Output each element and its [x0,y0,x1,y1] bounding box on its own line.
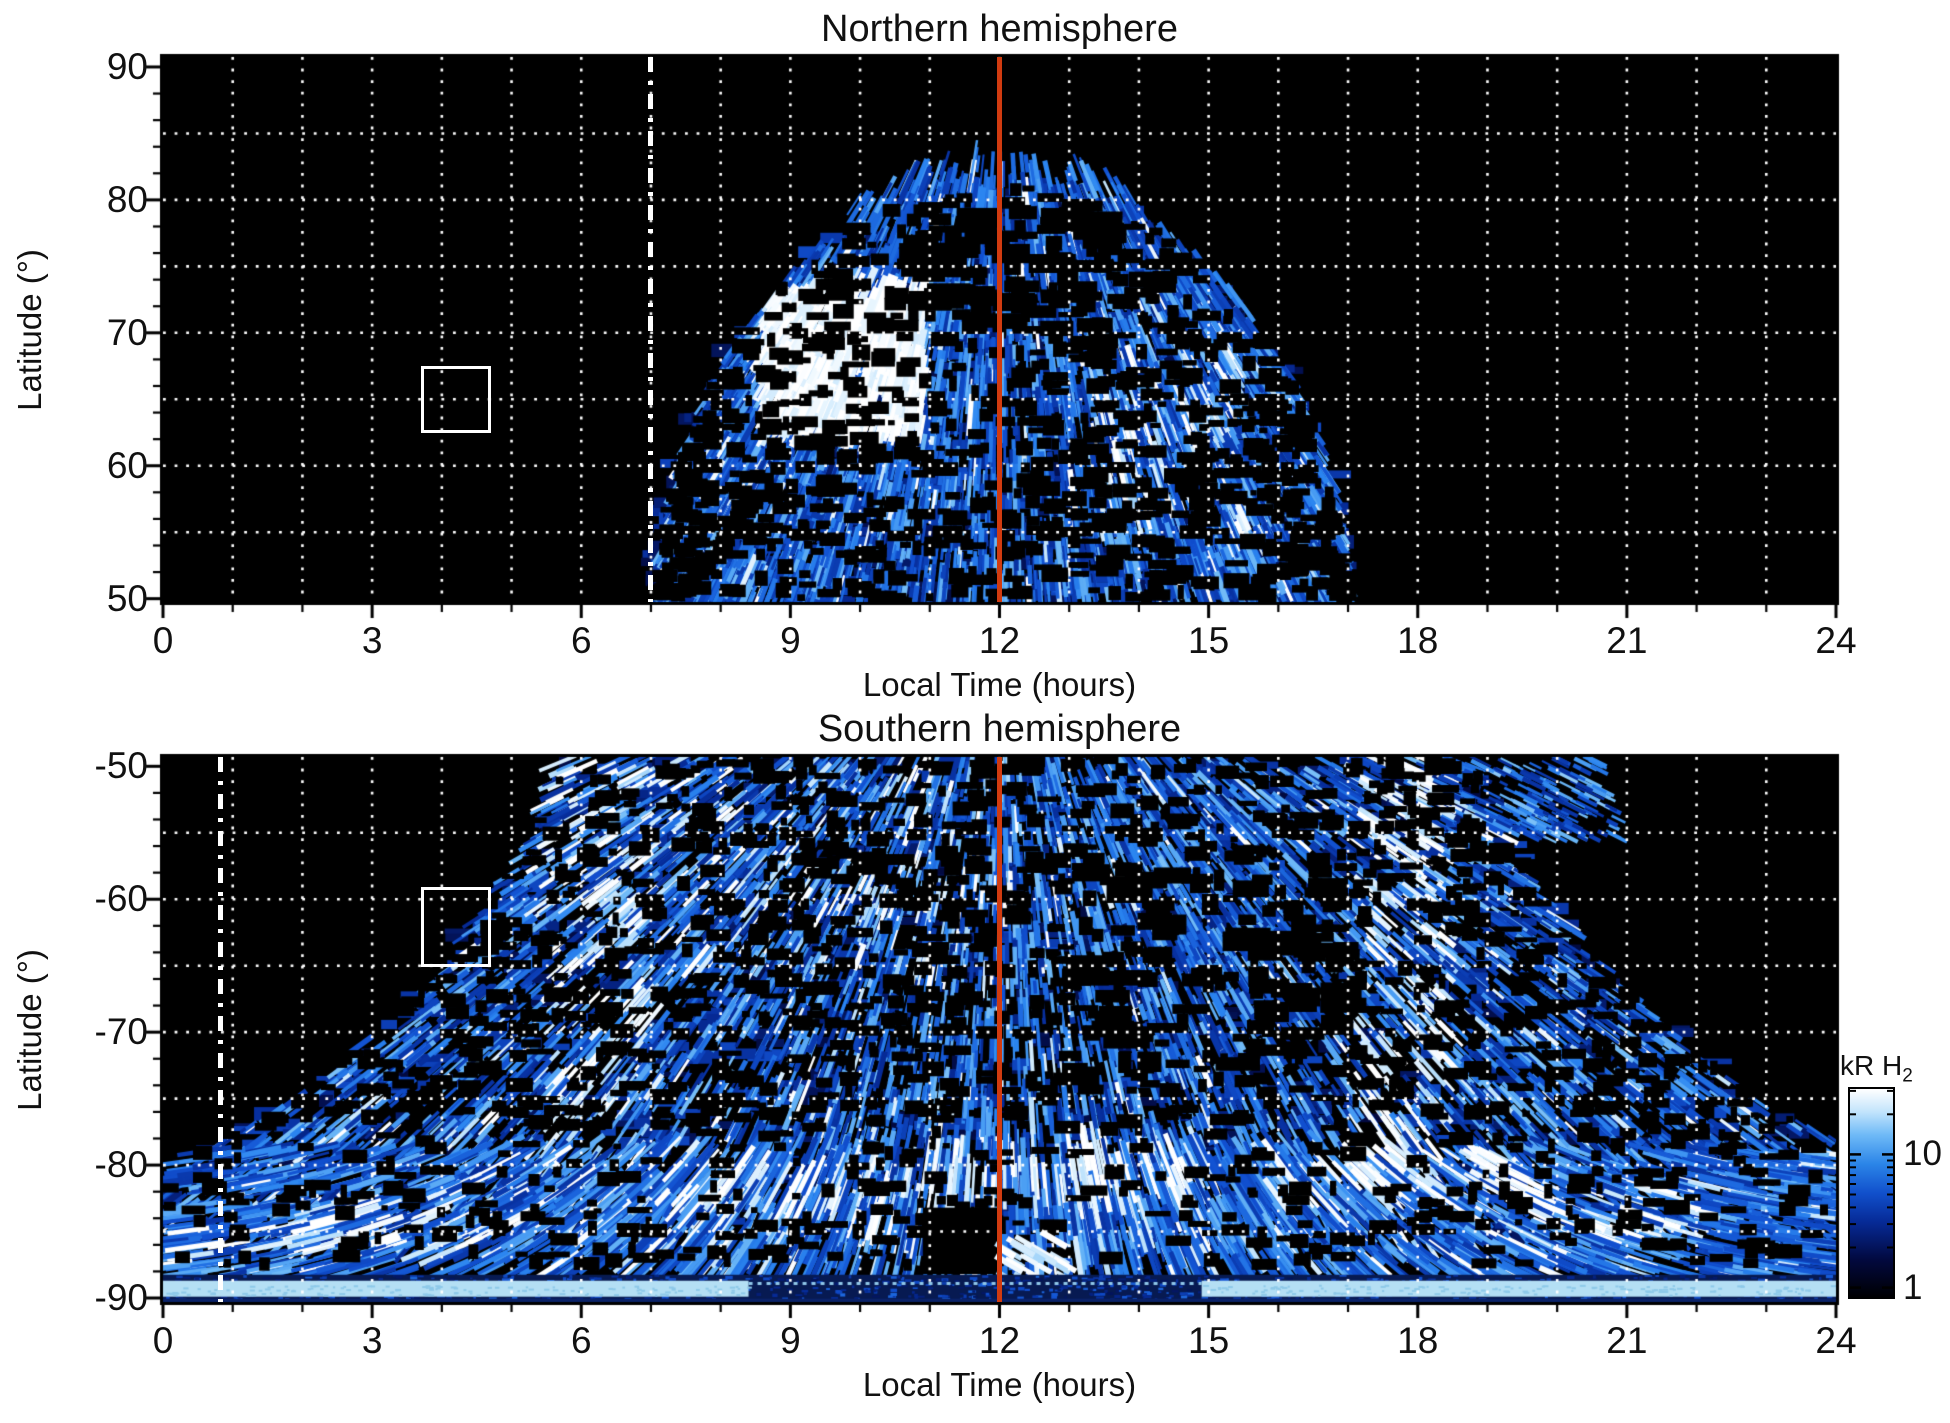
south-y-tick-label: -70 [94,1011,148,1053]
north-dashed-marker-line [648,57,654,602]
north-x-axis-label: Local Time (hours) [862,666,1137,703]
north-x-tick-label: 12 [978,620,1021,661]
north-x-tick-label: 0 [152,620,174,661]
north-x-tick-label: 6 [570,620,592,661]
north-noon-line [997,57,1002,602]
south-x-tick-label: 3 [361,1320,383,1361]
south-reference-box [420,887,491,968]
colorbar-tick-10: 10 [1903,1134,1942,1174]
colorbar-tick-1: 1 [1903,1267,1923,1307]
colorbar [1848,1087,1895,1299]
south-dashed-marker-line [218,757,224,1302]
colorbar-label: kR H2 [1840,1050,1913,1088]
south-x-tick-label: 6 [570,1320,592,1361]
north-y-tick-label: 80 [106,178,148,220]
north-x-tick-label: 9 [780,620,801,661]
north-x-tick-label: 24 [1815,620,1857,661]
colorbar-label-text: kR H [1840,1050,1903,1081]
north-y-tick-label: 70 [106,311,148,353]
north-y-tick-label: 60 [106,444,148,486]
north-x-tick-label: 3 [361,620,383,661]
south-y-tick-label: -90 [94,1277,148,1318]
south-x-tick-label: 18 [1397,1320,1439,1361]
north-panel-title: Northern hemisphere [821,8,1178,50]
south-y-tick-label: -50 [94,745,148,787]
north-y-tick-label: 90 [106,45,148,87]
south-y-tick-label: -80 [94,1144,148,1186]
south-x-tick-label: 15 [1188,1320,1230,1361]
south-panel-title: Southern hemisphere [817,708,1182,750]
north-x-tick-label: 18 [1397,620,1439,661]
north-x-tick-label: 15 [1188,620,1230,661]
south-x-tick-label: 21 [1606,1320,1648,1361]
south-y-tick-label: -60 [94,878,148,920]
north-y-tick-label: 50 [106,577,148,619]
south-x-tick-label: 9 [780,1320,801,1361]
south-x-axis-label: Local Time (hours) [862,1366,1137,1403]
south-noon-line [997,757,1002,1302]
north-reference-box [420,366,491,433]
south-x-tick-label: 24 [1815,1320,1857,1361]
south-x-tick-label: 12 [978,1320,1021,1361]
south-x-tick-label: 0 [152,1320,174,1361]
colorbar-label-subscript: 2 [1902,1065,1913,1087]
north-x-tick-label: 21 [1606,620,1648,661]
